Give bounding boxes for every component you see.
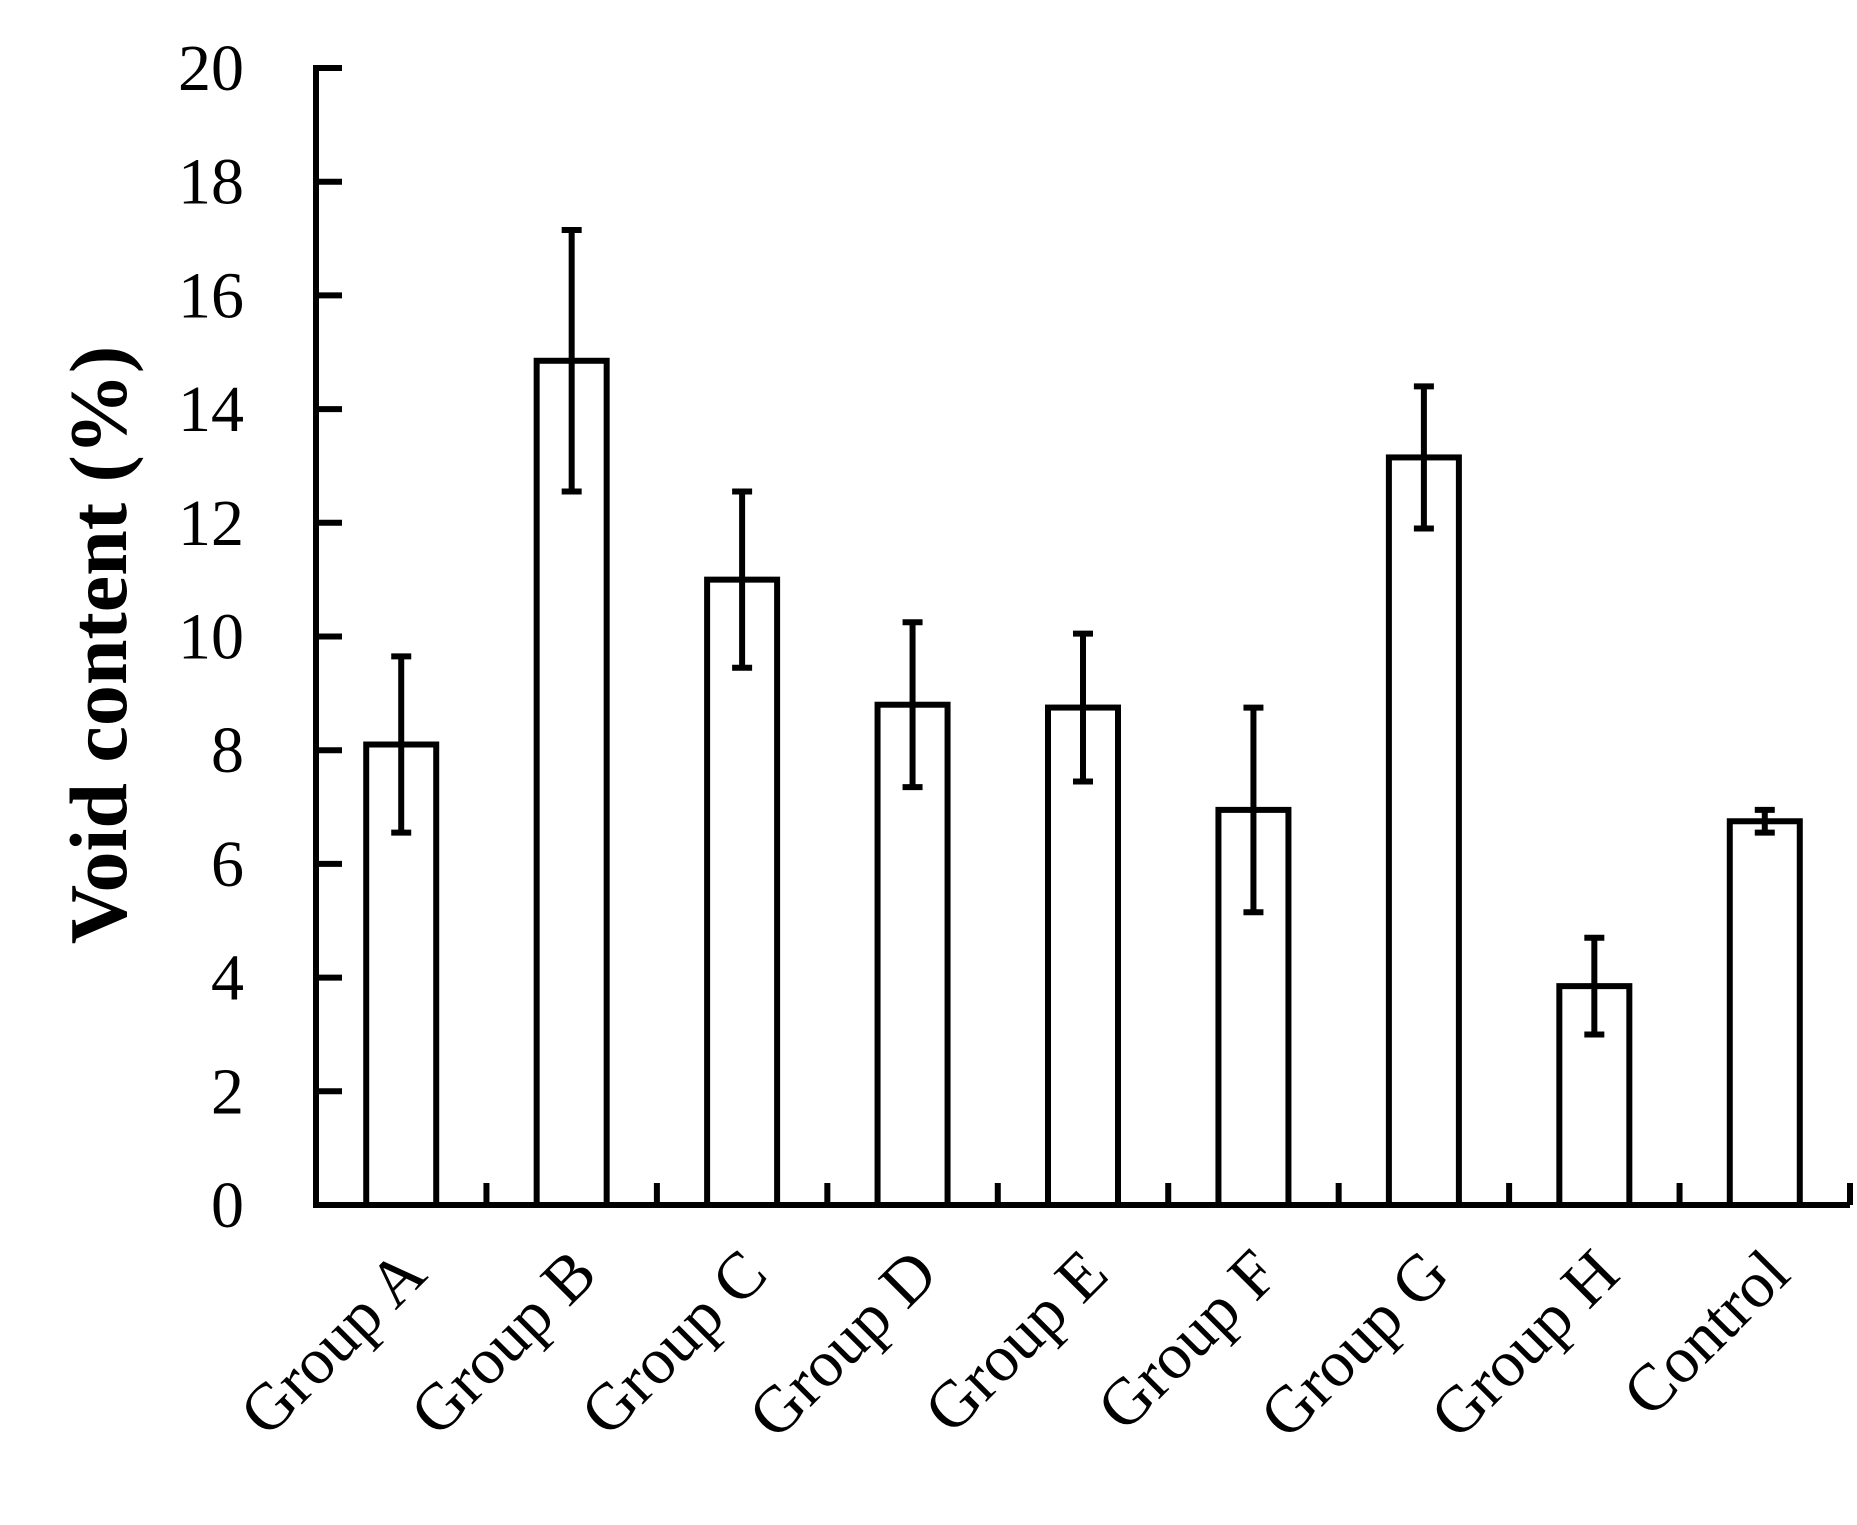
y-axis-title-group: Void content (%)	[53, 346, 144, 944]
error-bar-group-f	[1243, 704, 1264, 916]
x-tick-label: Group A	[226, 1236, 440, 1450]
x-tick-label: Group E	[911, 1236, 1122, 1447]
y-tick-label: 18	[178, 146, 244, 219]
x-tick-label: Group B	[397, 1236, 611, 1450]
bar-group-d	[874, 701, 951, 1208]
bar-group-c	[704, 576, 781, 1208]
error-bar-group-d	[902, 619, 923, 791]
x-tick-label: Group G	[1246, 1236, 1462, 1452]
error-bar-group-b	[561, 227, 582, 495]
error-bar-group-c	[732, 488, 753, 671]
error-bar-group-e	[1073, 630, 1093, 785]
y-tick-label: 14	[178, 373, 244, 446]
error-bars	[391, 227, 1775, 1038]
bar-control	[1726, 818, 1803, 1208]
x-tick-label: Group D	[735, 1236, 951, 1452]
y-tick-label: 16	[178, 259, 244, 332]
y-tick-label: 4	[211, 942, 244, 1015]
y-tick-label: 10	[178, 601, 244, 674]
error-bar-control	[1754, 806, 1775, 836]
y-tick-label: 8	[211, 714, 244, 787]
x-tick-label: Group H	[1417, 1236, 1633, 1452]
x-tick-label: Control	[1609, 1236, 1803, 1430]
y-axis-ticks: 0 2 4 6 8 10 12 14 16 18 20	[178, 32, 342, 1242]
error-bar-group-a	[391, 653, 412, 836]
error-bar-group-g	[1413, 383, 1434, 532]
y-tick-label: 2	[211, 1055, 244, 1128]
y-tick-label: 6	[211, 828, 244, 901]
bar-group-g	[1385, 454, 1462, 1208]
x-tick-label: Group C	[567, 1236, 781, 1450]
error-bar-group-h	[1584, 934, 1605, 1038]
y-axis-title: Void content (%)	[53, 346, 144, 944]
y-tick-label: 12	[178, 487, 244, 560]
y-tick-label: 20	[178, 32, 244, 105]
y-tick-label: 0	[211, 1169, 244, 1242]
